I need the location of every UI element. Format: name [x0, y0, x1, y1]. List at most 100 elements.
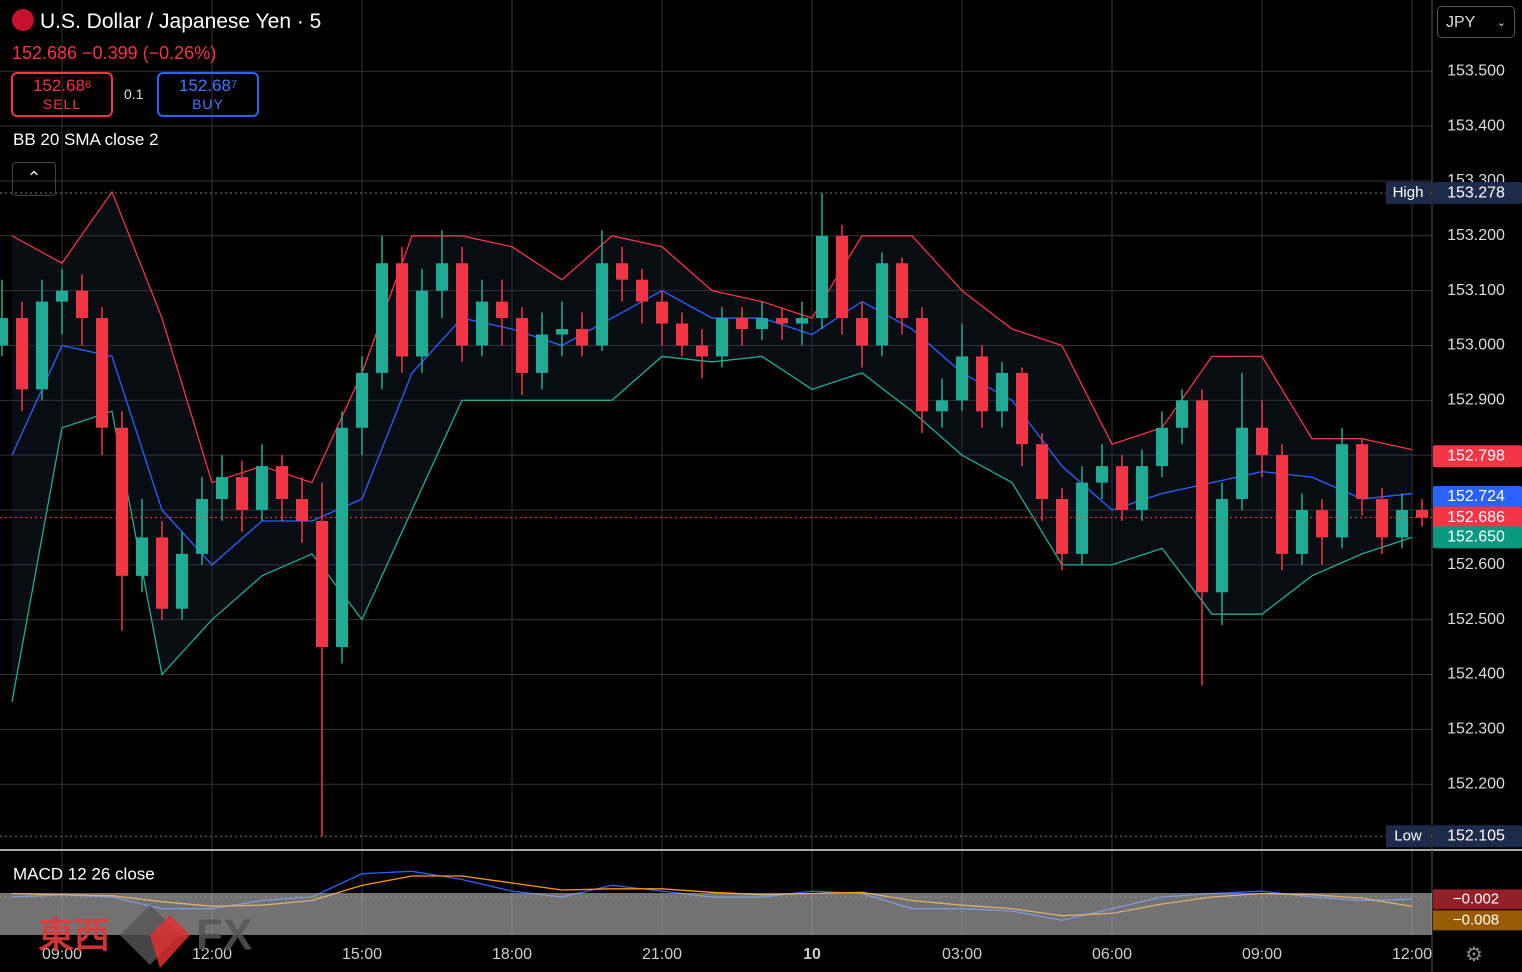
candle-body — [236, 477, 248, 510]
y-tick-label: 153.500 — [1447, 63, 1505, 80]
macd-badge — [1433, 910, 1522, 931]
buy-label: BUY — [192, 96, 224, 112]
y-tick-label: 152.600 — [1447, 556, 1505, 573]
price-badge-label: 153.278 — [1447, 184, 1505, 201]
price-badge-label: 152.650 — [1447, 529, 1505, 546]
candle-body — [296, 499, 308, 521]
y-tick-label: 152.200 — [1447, 775, 1505, 792]
candle-body — [596, 263, 608, 346]
candle-body — [456, 263, 468, 346]
candle-body — [1316, 510, 1328, 538]
candle-body — [1416, 510, 1428, 518]
tag-box — [1386, 825, 1431, 848]
price-badge-label: 152.686 — [1447, 509, 1505, 526]
buy-button[interactable]: 152.687 BUY — [157, 72, 259, 117]
quantity[interactable]: 0.1 — [124, 86, 144, 102]
candle-body — [1136, 466, 1148, 510]
candle-body — [956, 356, 968, 401]
last-price: 152.686 — [12, 43, 78, 63]
candle-body — [1056, 499, 1068, 554]
candle-body — [56, 290, 68, 302]
settings-icon[interactable]: ⚙ — [1465, 944, 1483, 966]
tag-box — [1386, 182, 1431, 205]
candle-body — [656, 301, 668, 324]
candle-body — [0, 318, 8, 346]
candle-body — [376, 263, 388, 373]
candle-body — [96, 318, 108, 428]
indicator-label[interactable]: BB 20 SMA close 2 — [13, 130, 159, 149]
candle-body — [1296, 510, 1308, 554]
buy-pip: 7 — [230, 79, 238, 91]
y-tick-label: 152.900 — [1447, 392, 1505, 409]
y-tick-label: 153.000 — [1447, 337, 1505, 354]
candle-body — [36, 301, 48, 390]
band-fill — [12, 191, 1412, 702]
flag-icon — [12, 9, 34, 31]
candle-body — [536, 334, 548, 373]
band-line — [11, 289, 1413, 566]
candle-body — [316, 520, 328, 648]
candle-body — [936, 400, 948, 412]
price-badge — [1433, 445, 1522, 468]
watermark-brand: 東西 — [38, 915, 110, 956]
candle-body — [856, 318, 868, 346]
candle-body — [116, 427, 128, 576]
y-tick-label: 153.100 — [1447, 282, 1505, 299]
candle-body — [336, 427, 348, 648]
x-tick-label: 18:00 — [492, 946, 532, 963]
candle-body — [516, 318, 528, 373]
candle-body — [1176, 400, 1188, 428]
macd-badge — [1433, 889, 1522, 910]
price-badge-label: 152.105 — [1447, 828, 1505, 845]
candle-body — [256, 466, 268, 510]
x-tick-label: 06:00 — [1092, 946, 1132, 963]
candle-body — [576, 329, 588, 346]
macd-badge-label: −0.002 — [1453, 890, 1499, 907]
candle-body — [216, 477, 228, 500]
sell-button[interactable]: 152.686 SELL — [11, 72, 113, 117]
tag-label: Low — [1394, 827, 1422, 844]
price-badge — [1433, 526, 1522, 549]
candle-body — [756, 318, 768, 330]
candle-body — [896, 263, 908, 319]
candle-body — [1276, 455, 1288, 554]
sell-label: SELL — [42, 96, 82, 112]
price-badge-label: 152.724 — [1447, 488, 1505, 505]
candle-body — [476, 301, 488, 346]
candle-body — [156, 537, 168, 609]
candle-body — [796, 318, 808, 324]
candle-body — [816, 235, 828, 319]
macd-title: MACD 12 26 close — [13, 864, 155, 883]
price-change: 152.686 −0.399 (−0.26%) — [12, 43, 216, 64]
x-tick-label: 15:00 — [342, 946, 382, 963]
candle-body — [176, 553, 188, 609]
candle-body — [196, 499, 208, 554]
candle-body — [1396, 510, 1408, 538]
buy-price: 152.68 — [178, 76, 231, 95]
x-tick-label: 12:00 — [1392, 946, 1432, 963]
candle-body — [736, 318, 748, 330]
price-badge — [1433, 825, 1522, 848]
candle-body — [836, 235, 848, 319]
candle-body — [1096, 466, 1108, 483]
currency-select[interactable]: JPY ⌄ — [1437, 6, 1515, 38]
candle-body — [1356, 444, 1368, 500]
price-badge — [1433, 485, 1522, 508]
x-tick-label: 10 — [803, 946, 821, 963]
candle-body — [1236, 427, 1248, 500]
symbol-title[interactable]: U.S. Dollar / Japanese Yen · 5 — [12, 9, 321, 34]
candle-body — [76, 290, 88, 319]
candle-body — [1016, 372, 1028, 445]
change: −0.399 (−0.26%) — [82, 43, 217, 63]
candle-body — [696, 345, 708, 357]
y-tick-label: 153.400 — [1447, 117, 1505, 134]
title: U.S. Dollar / Japanese Yen · 5 — [40, 10, 322, 33]
candle-body — [396, 263, 408, 357]
x-tick-label: 09:00 — [1242, 946, 1282, 963]
candle-body — [636, 279, 648, 302]
candle-body — [996, 372, 1008, 412]
collapse-button[interactable]: ⌃ — [12, 162, 56, 196]
candle-body — [276, 466, 288, 500]
